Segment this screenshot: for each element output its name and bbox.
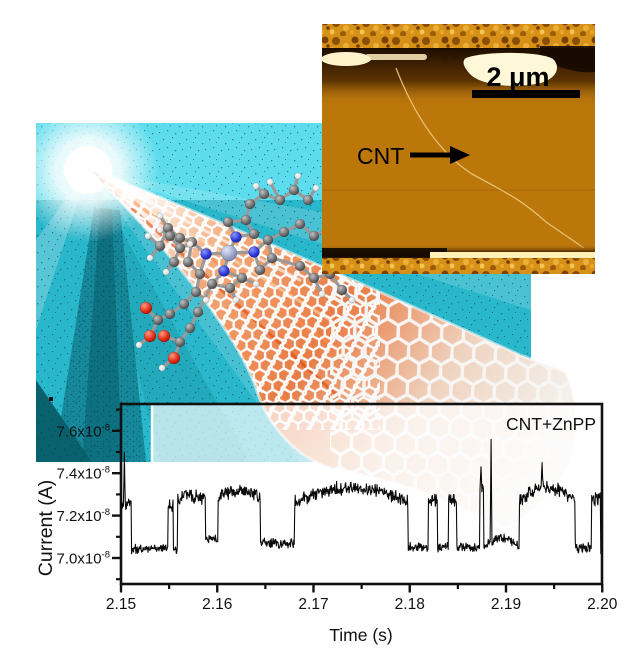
hydrogen-atom [135,341,143,349]
scale-bar-label: 2 μm [486,62,549,92]
x-tick-label: 2.19 [491,596,521,613]
hydrogen-atom [156,212,164,220]
hydrogen-atom [156,226,164,234]
carbon-atom [206,278,218,290]
hydrogen-atom [186,240,194,248]
nitrogen-atom [230,231,242,243]
hydrogen-atom [162,268,170,276]
carbon-atom [266,252,278,264]
x-tick-label: 2.20 [587,596,618,613]
carbon-atom [294,218,306,230]
carbon-atom [192,306,204,318]
x-tick-label: 2.15 [106,596,136,613]
carbon-atom [274,194,286,206]
hydrogen-atom [146,254,154,262]
zinc-atom [220,244,238,262]
hydrogen-atom [312,184,320,192]
x-axis-title: Time (s) [329,625,393,645]
carbon-atom [336,284,348,296]
carbon-atom [254,264,266,276]
nitrogen-atom [248,246,260,258]
carbon-atom [154,240,166,252]
carbon-atom [302,194,314,206]
oxygen-atom [143,329,157,343]
cnt-line [395,67,585,249]
carbon-atom [240,214,252,226]
hydrogen-atom [266,178,274,186]
carbon-atom [258,188,270,200]
carbon-atom [194,268,206,280]
x-tick-label: 2.16 [202,596,232,613]
afm-bottom-electrode [322,258,595,274]
hydrogen-atom [252,280,260,288]
y-axis-ticks [112,408,121,581]
ink-speck [49,397,53,401]
carbon-atom [222,216,234,228]
hydrogen-atom [348,296,356,304]
hydrogen-atom [232,296,240,304]
carbon-atom [244,198,256,210]
carbon-atom [182,256,194,268]
carbon-atom [178,298,190,310]
carbon-atom [164,308,176,320]
scale-bar [472,90,580,98]
carbon-atom [262,234,274,246]
cnt-label: CNT [357,143,404,169]
y-tick-label: 7.4x10-8 [57,465,111,483]
oxygen-atom [157,329,171,343]
afm-bright-blob-left [321,52,371,66]
series-annotation: CNT+ZnPP [506,414,596,434]
hydrogen-atom [158,364,166,372]
afm-bright-line-bottom [430,252,595,258]
carbon-atom [236,272,248,284]
carbon-atom [174,336,186,348]
current-trace [120,438,603,555]
hydrogen-atom [252,182,260,190]
current-chart: 2.15 2.16 2.17 2.18 2.19 2.20 7.0x10-8 7.2x10-… [35,397,618,645]
carbon-atom [174,232,186,244]
carbon-atom [308,272,320,284]
oxygen-atom [167,351,181,365]
carbon-atom [288,184,300,196]
carbon-atom [308,230,320,242]
y-tick-label: 7.6x10-8 [57,422,111,440]
carbon-atom [184,322,196,334]
afm-bright-blob-large [463,52,557,86]
y-axis-title: Current (A) [35,480,57,576]
carbon-atom [174,242,186,254]
hydrogen-atom [318,290,326,298]
oxygen-atom [139,301,153,315]
carbon-atom [224,282,236,294]
carbon-atom [190,286,202,298]
carbon-atom [294,260,306,272]
y-axis-tick-labels: 7.0x10-8 7.2x10-8 7.4x10-8 7.6x10-8 [57,422,111,567]
x-axis-tick-labels: 2.15 2.16 2.17 2.18 2.19 2.20 [106,596,618,613]
hydrogen-atom [144,232,152,240]
nitrogen-atom [218,265,230,277]
y-tick-label: 7.0x10-8 [57,550,111,568]
x-axis-ticks [119,584,604,593]
x-tick-label: 2.18 [395,596,425,613]
arrow-right-icon [410,146,470,164]
carbon-atom [168,256,180,268]
carbon-atom [278,226,290,238]
carbon-atom [248,228,260,240]
afm-image: 2 μm CNT [321,24,595,274]
carbon-atom [164,230,176,242]
carbon-atom [152,314,164,326]
nitrogen-atom [200,248,212,260]
hydrogen-atom [294,172,302,180]
y-tick-label: 7.2x10-8 [57,507,111,525]
hydrogen-atom [202,296,210,304]
x-tick-label: 2.17 [298,596,328,613]
